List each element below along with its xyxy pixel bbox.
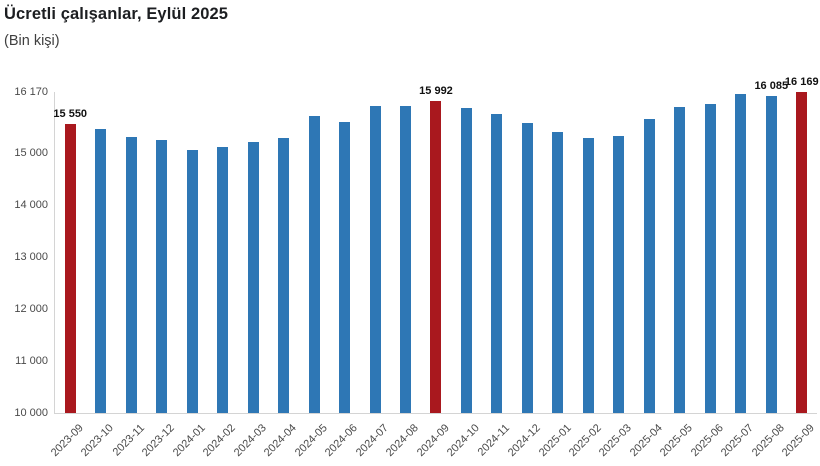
bar-2024-04[interactable] [278,138,290,413]
bar-slot: 2024-06 [323,92,360,459]
y-axis-tick-label: 15 000 [14,146,48,159]
bar-slot: 2023-11 [110,92,147,458]
bar-slot: 2025-01 [536,92,573,459]
bar-slot: 2023-10 [79,92,116,459]
bar-slot: 2023-12 [140,92,177,459]
x-axis-label: 2025-01 [536,422,574,460]
chart-subtitle: (Bin kişi) [4,33,60,49]
bar-2025-03[interactable] [613,136,625,413]
bar-2024-08[interactable] [400,106,411,413]
bar-2025-09[interactable] [796,92,808,413]
x-axis-label: 2024-12 [505,422,543,460]
x-axis-label: 2024-02 [201,422,239,460]
bar-2024-02[interactable] [217,146,229,413]
bar-2025-08[interactable] [765,96,777,413]
bar-slot: 16 085 2025-08 [750,80,788,459]
bar-slot: 2025-03 [597,92,634,459]
bar-2025-04[interactable] [643,119,655,413]
bar-slot: 2024-11 [476,92,512,458]
y-axis: 16 170 15 000 14 000 13 000 12 000 11 000 10 0… [0,0,48,466]
bar-slot: 2025-05 [658,92,695,459]
x-axis-label: 2024-11 [475,422,513,459]
x-axis-label: 2025-04 [627,422,665,460]
bar-2025-05[interactable] [674,107,686,413]
x-axis-label: 2023-12 [140,422,178,460]
x-axis-label: 2023-09 [48,422,86,460]
bar-2023-12[interactable] [156,140,168,413]
bar-2025-06[interactable] [704,103,716,413]
bar-slot: 2025-04 [628,92,665,459]
chart-title: Ücretli çalışanlar, Eylül 2025 [4,5,229,23]
bar-2024-12[interactable] [521,123,533,413]
y-axis-tick-label: 10 000 [14,407,48,419]
bar-2025-02[interactable] [582,137,594,413]
bar-2024-11[interactable] [491,114,503,413]
bar-2023-11[interactable] [125,136,137,413]
x-axis-label: 2025-06 [688,422,726,460]
bar-slot: 2024-03 [232,92,269,459]
bar-2024-10[interactable] [460,108,472,413]
bar-slot: 2025-02 [567,92,604,459]
data-label-2025-09: 16 169 [784,76,819,89]
bar-2024-01[interactable] [186,149,198,413]
bar-2025-01[interactable] [552,131,564,413]
bar-slot: 2025-07 [719,92,756,459]
data-label-2025-08: 16 085 [754,80,789,93]
bar-slot: 2024-05 [293,92,330,459]
bar-slot: 15 550 2023-09 [49,92,88,459]
bar-2024-05[interactable] [308,115,320,413]
bar-slot: 2024-02 [201,92,238,459]
x-axis-label: 2025-05 [658,422,696,460]
bar-2024-06[interactable] [339,122,351,413]
x-axis-label: 2024-01 [170,422,208,460]
bar-2024-03[interactable] [247,141,259,413]
y-axis-tick-label: 16 170 [14,86,48,98]
x-axis-label: 2024-10 [444,422,482,460]
bar-slot: 15 992 2024-09 [414,85,452,459]
bar-2023-09[interactable] [64,124,76,413]
bar-slot: 16 169 2025-09 [780,76,818,459]
x-axis-label: 2024-08 [383,422,421,460]
y-axis-tick-label: 12 000 [14,302,48,315]
bar-slot: 2024-01 [171,92,208,459]
bar-slot: 2024-12 [506,92,543,459]
x-axis-label: 2024-06 [322,422,361,460]
x-axis-label: 2024-03 [231,422,269,460]
data-label-2023-09: 15 550 [53,108,88,121]
bar-2024-09[interactable] [430,101,442,413]
x-axis-label: 2025-03 [597,422,635,460]
y-axis-tick-label: 13 000 [14,250,48,263]
bar-2025-07[interactable] [735,93,747,413]
x-axis-label: 2025-09 [780,422,818,460]
bar-slot: 2024-08 [384,92,421,459]
bar-slot: 2025-06 [689,92,726,459]
bar-slot: 2024-10 [445,92,482,459]
x-axis-label: 2025-08 [749,422,787,460]
x-axis-label: 2024-05 [292,422,330,460]
x-axis-label: 2024-09 [414,422,452,460]
x-axis-label: 2023-11 [110,422,147,459]
bar-2023-10[interactable] [95,129,107,413]
y-axis-tick-label: 11 000 [15,354,48,367]
bar-slot: 2024-04 [262,92,299,459]
plot-area: 15 550 2023-09 2023-10 2023-11 2023-12 2024-0… [49,76,819,459]
x-axis-label: 2023-10 [79,422,117,460]
bar-slot: 2024-07 [353,92,391,459]
x-axis-label: 2024-04 [262,422,300,460]
bar-2024-07[interactable] [369,105,381,413]
x-axis-label: 2025-07 [719,422,757,460]
x-axis-label: 2024-07 [353,422,391,460]
x-axis-label: 2025-02 [566,422,604,460]
y-axis-tick-label: 14 000 [14,198,48,211]
data-label-2024-09: 15 992 [419,85,453,98]
